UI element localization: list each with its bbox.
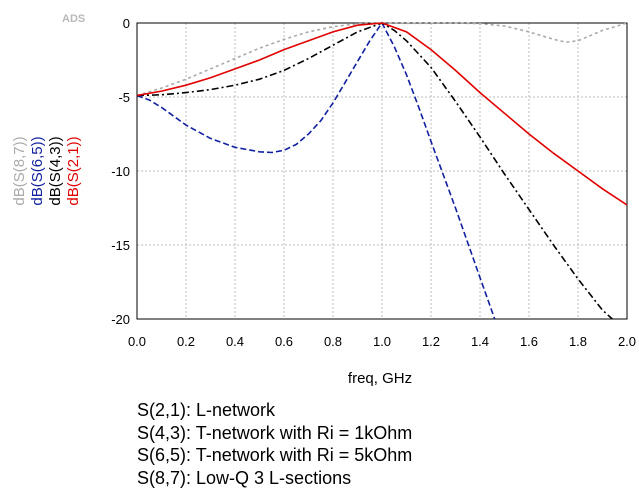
x-tick-label: 1.0 [373, 334, 391, 349]
x-tick-label: 1.8 [569, 334, 587, 349]
series-line [137, 22, 627, 206]
series-label: dB(S(6,5)) [29, 136, 46, 205]
ads-brand-label: ADS [62, 13, 85, 25]
y-tick-label: 0 [123, 16, 130, 31]
x-tick-label: 0.4 [226, 334, 244, 349]
grid [136, 22, 628, 320]
series-label: dB(S(8,7)) [11, 136, 28, 205]
x-tick-label: 0.0 [128, 334, 146, 349]
notes-block: S(2,1): L-network S(4,3): T-network with… [137, 399, 412, 489]
tick-labels: 0.0 0.2 0.4 0.6 0.8 1.0 1.2 1.4 1.6 1.8 2.0 0 -5 -10 -… [111, 16, 636, 349]
y-tick-label: -5 [118, 90, 130, 105]
y-axis-legend-labels: dB(S(8,7)) dB(S(6,5)) dB(S(4,3)) dB(S(2,1)) [11, 136, 82, 205]
x-tick-label: 0.2 [177, 334, 195, 349]
x-tick-label: 1.6 [520, 334, 538, 349]
x-tick-label: 2.0 [618, 334, 636, 349]
series-line [137, 22, 627, 97]
x-tick-label: 1.2 [422, 334, 440, 349]
x-tick-label: 1.4 [471, 334, 489, 349]
note-line: S(2,1): L-network [137, 400, 276, 420]
series-line [137, 22, 613, 320]
x-axis-title: freq, GHz [348, 370, 412, 387]
note-line: S(8,7): Low-Q 3 L-sections [137, 467, 352, 488]
note-line: S(6,5): T-network with Ri = 5kOhm [137, 445, 413, 465]
series-label: dB(S(2,1)) [65, 136, 82, 205]
series-group [137, 21, 627, 320]
note-line: S(4,3): T-network with Ri = 1kOhm [137, 422, 413, 443]
x-tick-label: 0.6 [275, 334, 293, 349]
y-tick-label: -20 [111, 312, 130, 327]
chart-svg: 0.0 0.2 0.4 0.6 0.8 1.0 1.2 1.4 1.6 1.8 2.0 0 -5 -10 -… [11, 13, 636, 387]
x-tick-label: 0.8 [324, 334, 342, 349]
series-line [137, 21, 496, 320]
series-label: dB(S(4,3)) [47, 136, 64, 205]
y-tick-label: -15 [111, 238, 130, 253]
y-tick-label: -10 [111, 164, 130, 179]
